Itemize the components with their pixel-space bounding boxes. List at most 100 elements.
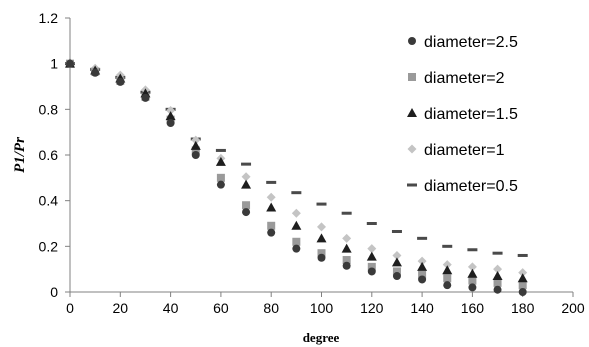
ticks (65, 17, 574, 297)
data-point (467, 268, 478, 278)
data-point (518, 281, 527, 290)
x-tick-label: 80 (263, 300, 279, 316)
legend-item: diameter=2 (408, 70, 505, 87)
data-point (417, 261, 428, 271)
data-point (417, 236, 428, 240)
data-point (418, 275, 427, 284)
legend-label: diameter=2.5 (424, 34, 518, 51)
legend-marker (407, 144, 417, 154)
data-point (165, 111, 176, 121)
x-tick-label: 180 (511, 300, 535, 316)
y-tick-label: 0.6 (39, 147, 59, 163)
legend-item: diameter=1 (407, 142, 505, 159)
data-point (367, 262, 376, 271)
data-point (292, 237, 301, 246)
data-point (292, 244, 301, 253)
data-point (141, 93, 150, 102)
x-tick-label: 160 (461, 300, 485, 316)
data-point (366, 251, 377, 261)
data-point (191, 151, 200, 159)
data-point (242, 208, 251, 217)
y-axis-title: P1/Pr (12, 137, 28, 173)
x-axis-title: degree (303, 330, 340, 345)
data-point (341, 243, 352, 253)
series-circle (66, 59, 527, 296)
data-point (468, 276, 477, 285)
data-point (391, 229, 402, 233)
data-point (493, 285, 502, 294)
data-point (190, 140, 201, 150)
data-point (443, 274, 452, 283)
series-square (66, 59, 527, 290)
x-tick-label: 20 (113, 300, 129, 316)
data-point (266, 192, 276, 202)
data-point (267, 228, 276, 237)
legend-item: diameter=1.5 (407, 106, 518, 123)
data-point (317, 253, 326, 262)
legend: diameter=2.5 diameter=2 diameter=1.5 diamet… (407, 34, 518, 195)
data-point (191, 135, 201, 145)
legend-marker (407, 108, 417, 117)
data-point (215, 148, 226, 152)
data-points (65, 58, 528, 296)
data-point (267, 221, 276, 230)
data-point (241, 172, 251, 182)
legend-marker (408, 37, 416, 45)
tick-labels: 0 0.2 0.4 0.6 0.8 1 1.2 0 20 40 60 80 100 120 140 160 18… (39, 10, 585, 316)
data-point (492, 271, 503, 281)
y-tick-label: 0 (50, 284, 58, 300)
data-point (166, 105, 176, 115)
data-point (317, 222, 326, 232)
data-point (216, 173, 225, 182)
data-point (191, 146, 200, 155)
data-point (342, 256, 351, 265)
legend-label: diameter=1 (424, 142, 505, 159)
legend-item: diameter=0.5 (407, 178, 518, 195)
data-point (266, 180, 277, 184)
data-point (518, 288, 527, 296)
y-tick-label: 1.2 (39, 10, 59, 26)
data-point (517, 273, 528, 283)
data-point (442, 244, 453, 248)
data-point (317, 249, 326, 258)
data-point (443, 281, 452, 290)
x-tick-label: 120 (360, 300, 384, 316)
data-point (266, 202, 277, 212)
x-tick-label: 140 (410, 300, 434, 316)
data-point (291, 208, 301, 218)
data-point (493, 264, 503, 274)
x-tick-label: 40 (163, 300, 179, 316)
data-point (291, 191, 302, 195)
data-point (392, 250, 402, 260)
data-point (116, 77, 125, 86)
legend-label: diameter=1.5 (424, 106, 518, 123)
data-point (66, 59, 74, 68)
y-tick-label: 0.8 (39, 101, 59, 117)
y-tick-label: 0.4 (39, 193, 59, 209)
x-tick-label: 60 (213, 300, 229, 316)
data-point (215, 156, 226, 166)
data-point (468, 283, 477, 292)
data-point (367, 244, 377, 254)
data-point (392, 267, 401, 276)
data-point (442, 265, 453, 275)
data-point (442, 260, 452, 270)
data-point (216, 180, 225, 189)
legend-marker (407, 183, 417, 187)
x-tick-label: 100 (310, 300, 334, 316)
data-point (517, 253, 528, 257)
data-point (316, 233, 327, 243)
x-tick-label: 200 (561, 300, 585, 316)
data-point (467, 248, 478, 252)
data-point (492, 251, 503, 255)
data-point (241, 179, 252, 189)
data-point (91, 68, 100, 77)
legend-label: diameter=0.5 (424, 178, 518, 195)
x-tick-label: 0 (66, 300, 74, 316)
data-point (366, 222, 377, 225)
data-point (418, 270, 427, 279)
legend-item: diameter=2.5 (408, 34, 518, 51)
data-point (342, 233, 352, 243)
data-point (391, 257, 402, 267)
